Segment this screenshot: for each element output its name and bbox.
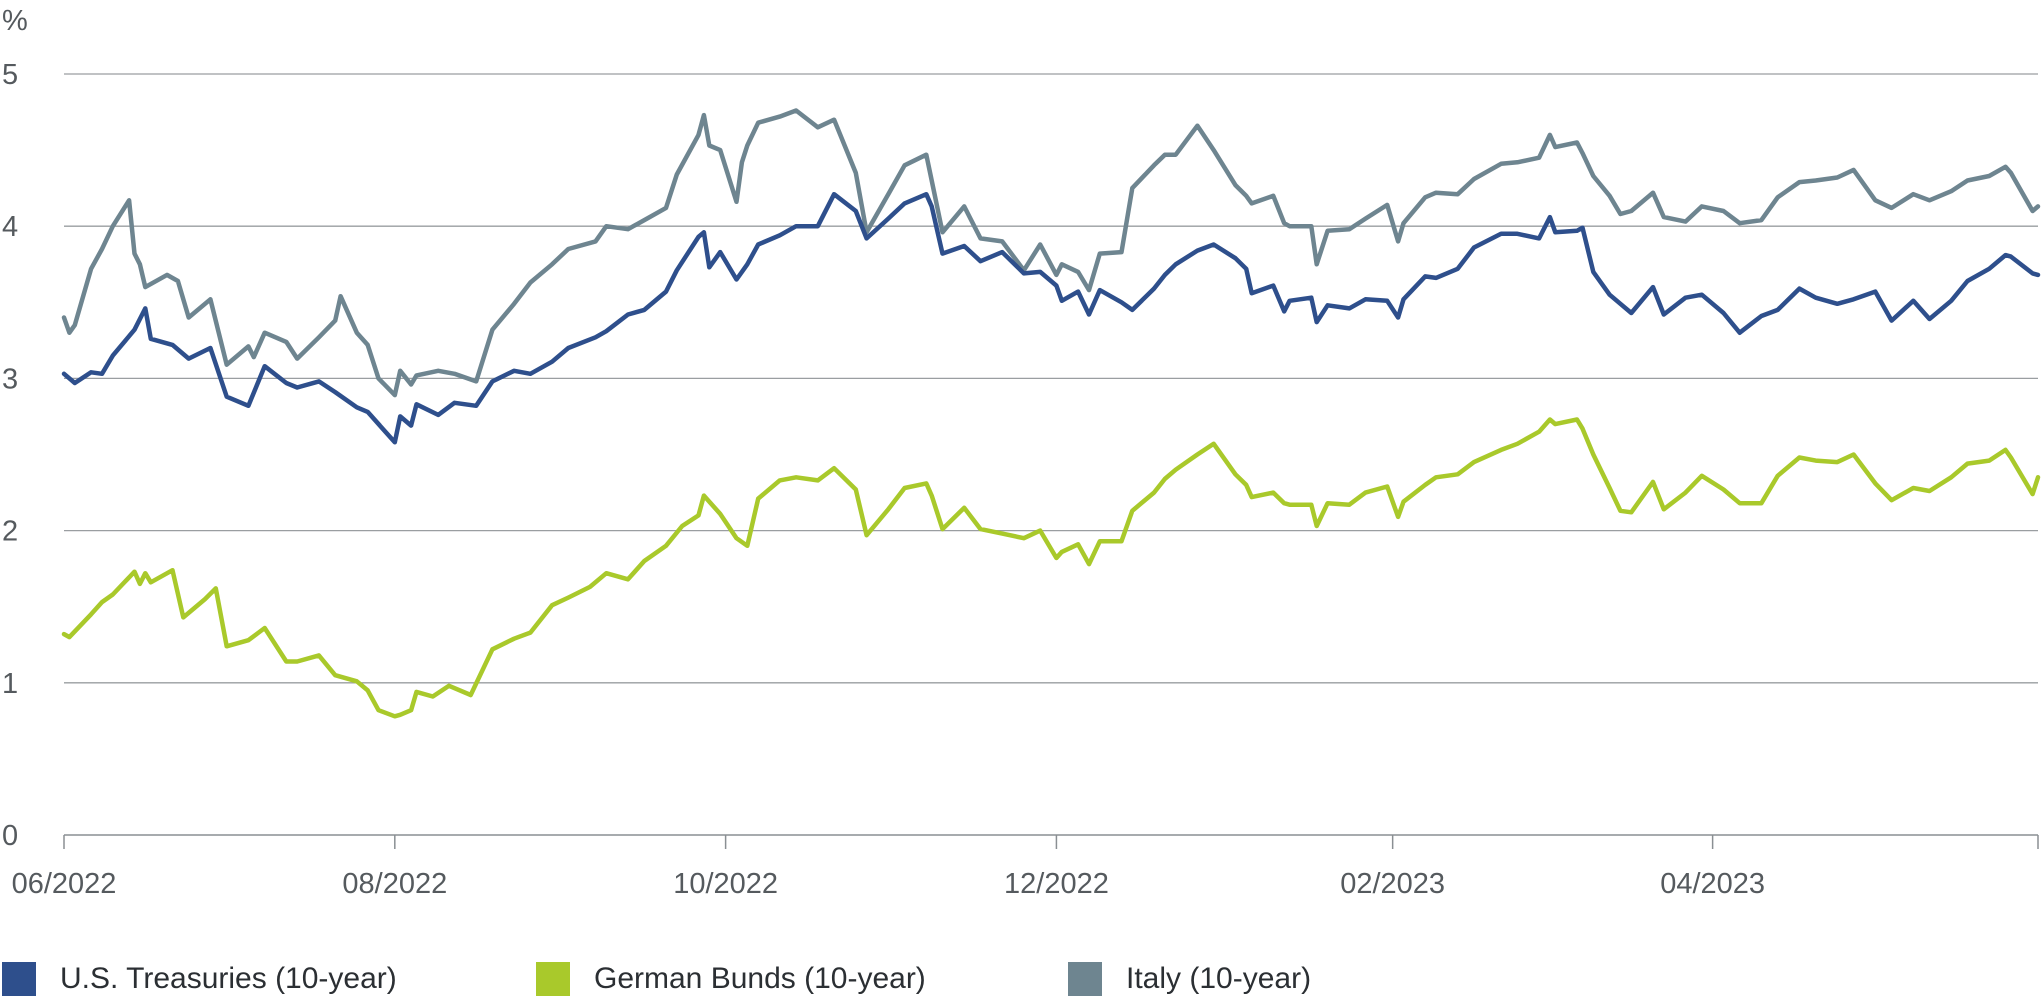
legend-item-german-bunds: German Bunds (10-year) [536, 962, 926, 996]
x-tick-label: 12/2022 [1004, 868, 1109, 900]
series-lines [61, 108, 2041, 719]
x-tick-label: 06/2022 [12, 868, 117, 900]
legend-swatch-us-treasuries [2, 962, 36, 996]
y-axis-unit-label: % [2, 5, 28, 37]
legend-swatch-italy [1068, 962, 1102, 996]
y-tick-label: 4 [2, 211, 18, 243]
y-tick-label: 5 [2, 59, 18, 91]
series-line-0 [61, 191, 2041, 445]
y-tick-label: 0 [2, 820, 18, 852]
y-axis-ticks: 0 1 2 3 4 5 [2, 59, 18, 852]
line-chart: % 0 1 2 3 4 5 06/2022 08/2022 10/2022 12/2022 02/… [2, 5, 2041, 900]
legend: U.S. Treasuries (10-year) German Bunds (… [0, 962, 2042, 1002]
legend-label-german-bunds: German Bunds (10-year) [594, 962, 926, 995]
legend-item-us-treasuries: U.S. Treasuries (10-year) [2, 962, 397, 996]
series-line-1 [61, 417, 2041, 719]
x-tick-label: 04/2023 [1660, 868, 1765, 900]
legend-item-italy: Italy (10-year) [1068, 962, 1311, 996]
x-tick-label: 10/2022 [673, 868, 778, 900]
y-tick-label: 3 [2, 363, 18, 395]
x-tick-label: 08/2022 [342, 868, 447, 900]
legend-label-italy: Italy (10-year) [1126, 962, 1312, 995]
gridlines [64, 73, 2038, 836]
legend-label-us-treasuries: U.S. Treasuries (10-year) [60, 962, 397, 995]
x-tick-label: 02/2023 [1340, 868, 1445, 900]
y-tick-label: 1 [2, 668, 18, 700]
legend-swatch-german-bunds [536, 962, 570, 996]
y-tick-label: 2 [2, 516, 18, 548]
series-line-2 [61, 108, 2041, 398]
x-axis-ticks: 06/2022 08/2022 10/2022 12/2022 02/2023 04/20… [12, 835, 2039, 900]
